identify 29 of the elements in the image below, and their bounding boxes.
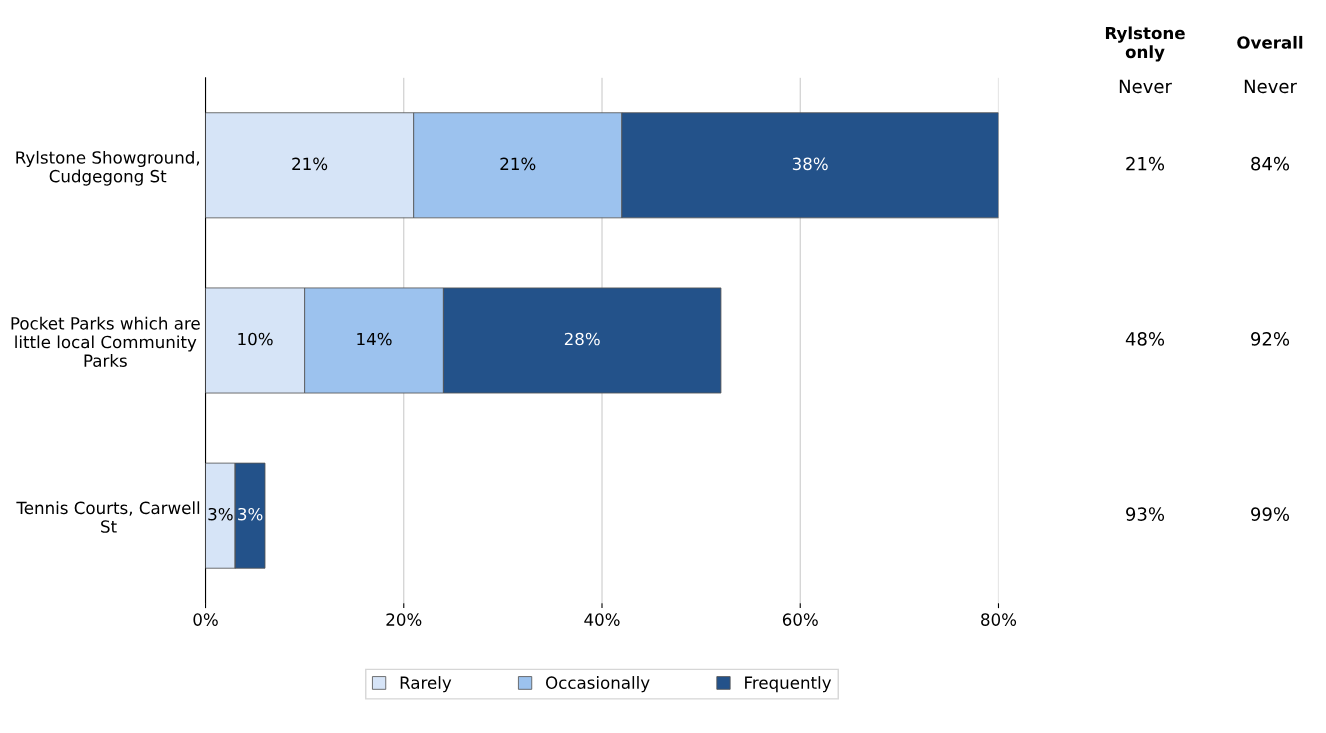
- text: 99%: [1251, 507, 1290, 521]
- text: Never: [1119, 79, 1172, 94]
- text: 21%: [1126, 156, 1165, 171]
- data-label: 10%: [238, 332, 273, 346]
- data-label: 14%: [357, 332, 392, 346]
- x-tick-label: 60%: [782, 613, 818, 626]
- data-label: 3%: [208, 507, 233, 521]
- x-tick-label: 0%: [193, 613, 218, 626]
- data-label: 3%: [238, 507, 263, 521]
- legend-label: Frequently: [745, 676, 832, 693]
- x-tick-label: 20%: [386, 613, 422, 626]
- y-tick-label: Pocket Parks which are little local Community Parks: [11, 316, 200, 367]
- data-label: 28%: [564, 332, 600, 346]
- data-label: 21%: [292, 157, 328, 171]
- y-tick-label: Tennis Courts, Carwell St: [16, 501, 200, 533]
- text: Never: [1244, 79, 1297, 94]
- text: 93%: [1126, 507, 1165, 521]
- text: Overall: [1237, 35, 1303, 49]
- data-label: 38%: [792, 157, 828, 171]
- legend-label: Rarely: [400, 676, 452, 693]
- x-tick-label: 80%: [981, 613, 1017, 626]
- legend-label: Occasionally: [546, 676, 650, 693]
- text: 92%: [1251, 332, 1290, 346]
- text: 84%: [1251, 156, 1290, 171]
- y-tick-label: Rylstone Showground, Cudgegong St: [16, 150, 200, 186]
- x-tick-label: 40%: [584, 613, 620, 626]
- text: Rylstone only: [1105, 26, 1185, 62]
- data-label: 21%: [500, 157, 536, 171]
- text: 48%: [1125, 332, 1165, 346]
